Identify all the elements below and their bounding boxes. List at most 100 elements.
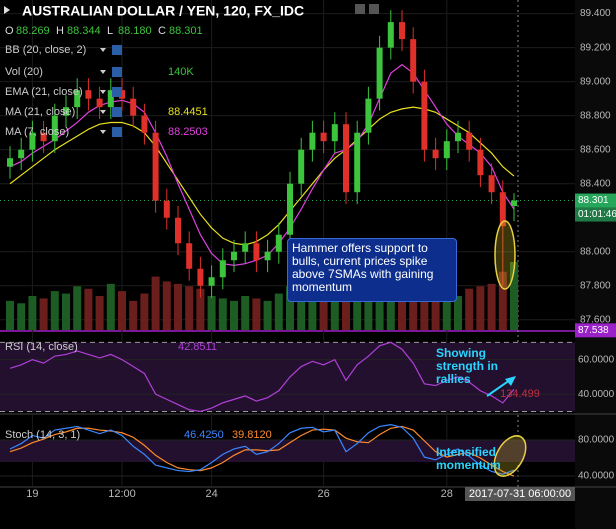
volume-bar <box>398 279 406 330</box>
price-label-bg <box>575 193 616 208</box>
candle-body <box>51 115 58 142</box>
volume-bar <box>162 281 171 330</box>
y-tick-label: 88.400 <box>580 178 611 189</box>
cursor-time-bg <box>465 487 575 501</box>
candle-body <box>219 260 226 278</box>
candle-body <box>186 243 193 269</box>
candle-body <box>466 132 473 150</box>
volume-bar <box>409 286 418 330</box>
volume-bar <box>140 293 149 330</box>
candle-body <box>152 132 159 201</box>
candle-body <box>432 149 439 159</box>
indicator-value: 39.8120 <box>232 429 272 441</box>
candle-body <box>208 277 215 286</box>
base-layer: 89.400 89.200 89.000 88.800 88.600 88.400 88.0… <box>0 0 616 500</box>
candle-body <box>421 81 428 150</box>
legend-menu <box>100 90 106 94</box>
x-tick-label: 19 <box>26 488 38 500</box>
ohlc-key: L <box>107 25 113 37</box>
candle-body <box>130 98 137 116</box>
volume-bar <box>386 276 395 330</box>
volume-bar <box>286 286 294 330</box>
volume-bar <box>174 283 182 330</box>
indicator-legend: RSI (14, close) <box>5 341 78 353</box>
candle-body <box>455 132 461 142</box>
volume-bar <box>17 303 26 330</box>
volume-bar <box>330 293 339 330</box>
candle-body <box>488 175 495 193</box>
y-tick-label: 89.200 <box>580 42 611 53</box>
price-label: 88.301 <box>578 195 609 206</box>
legend-icon <box>112 107 122 117</box>
y-tick-label: 88.000 <box>580 246 611 257</box>
legend-icon <box>112 87 122 97</box>
legend-icon <box>112 67 122 77</box>
candle-body <box>275 234 282 252</box>
price-axis-bg <box>575 0 616 529</box>
volume-bar <box>28 296 37 330</box>
candle-body <box>175 217 181 244</box>
annotation: Hammer offers support to bulls, current … <box>287 238 457 302</box>
ohlc-key: C <box>158 25 166 37</box>
volume-bar <box>39 298 48 330</box>
volume-bar <box>420 283 429 330</box>
rsi-band <box>0 342 575 412</box>
volume-bar <box>442 293 451 330</box>
legend-icon <box>112 127 122 137</box>
candle-body <box>242 243 249 252</box>
legend-icon <box>112 45 122 55</box>
indicator-legend: Vol (20) <box>5 66 43 78</box>
y-tick-label: 89.000 <box>580 76 611 87</box>
candle-body <box>354 132 361 193</box>
settings-icon[interactable] <box>355 4 365 14</box>
indicator-legend: MA (7, close) <box>5 126 69 138</box>
volume-bar <box>342 283 350 330</box>
ohlc-value: 88.344 <box>67 25 101 37</box>
y-tick-label: 89.400 <box>580 8 611 19</box>
candle-body <box>376 47 383 99</box>
x-tick-label: 12:00 <box>108 488 136 500</box>
momentum-highlight <box>493 435 527 477</box>
volume-bar <box>454 296 462 330</box>
indicator-value: 134.499 <box>500 388 540 400</box>
y-tick-label: 87.800 <box>580 280 611 291</box>
candle-body <box>18 149 25 159</box>
indicator-value: 88.2503 <box>168 126 208 138</box>
x-tick-label: 24 <box>205 488 217 500</box>
ohlc-key: O <box>5 25 14 37</box>
volume-bar <box>252 298 261 330</box>
chart-title: AUSTRALIAN DOLLAR / YEN, 120, FX_IDC <box>22 3 304 19</box>
ma-line <box>9 106 515 246</box>
volume-bar <box>185 286 194 330</box>
indicator-value: 46.4250 <box>184 429 224 441</box>
volume-bar <box>476 286 485 330</box>
candle-body <box>231 251 237 261</box>
countdown-bg <box>575 207 616 222</box>
hide-icon[interactable] <box>369 4 379 14</box>
x-tick-label: 26 <box>317 488 329 500</box>
indicator-value: 42.8511 <box>178 341 217 353</box>
candle-body <box>331 124 338 142</box>
volume-bar <box>62 293 70 330</box>
candle-body <box>85 90 92 99</box>
y-tick-label: 88.800 <box>580 110 611 121</box>
legend-menu <box>100 110 106 114</box>
candle-body <box>511 200 517 206</box>
legend-menu <box>100 70 106 74</box>
volume-bar <box>106 283 115 330</box>
hammer-highlight <box>494 220 516 290</box>
countdown: 01:01:46 <box>578 209 616 220</box>
y-tick-label: 88.600 <box>580 144 611 155</box>
volume-bar <box>50 291 59 330</box>
volume-bar <box>431 291 440 330</box>
volume-bar <box>196 288 205 330</box>
cursor-time: 2017-07-31 06:00:00 <box>469 488 571 500</box>
ma-line <box>9 63 515 266</box>
volume-bar <box>263 300 272 330</box>
candle-body <box>410 39 417 82</box>
collapse-icon[interactable] <box>4 6 10 14</box>
candle-body <box>63 107 69 116</box>
volume-bar <box>487 283 496 330</box>
volume-bar <box>241 296 250 330</box>
